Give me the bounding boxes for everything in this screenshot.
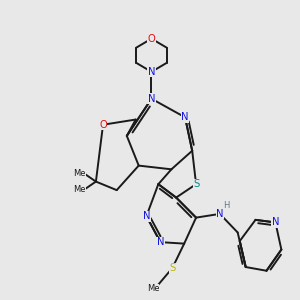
Text: O: O	[148, 34, 155, 44]
Text: N: N	[157, 237, 164, 247]
Text: N: N	[181, 112, 189, 122]
Text: Me: Me	[147, 284, 159, 293]
Text: N: N	[272, 218, 279, 227]
Text: Me: Me	[73, 169, 86, 178]
Text: S: S	[169, 263, 176, 273]
Text: N: N	[148, 94, 155, 104]
Text: N: N	[216, 209, 224, 219]
Text: H: H	[223, 201, 230, 210]
Text: N: N	[148, 67, 155, 77]
Text: N: N	[143, 211, 150, 221]
Text: Me: Me	[73, 185, 86, 194]
Text: S: S	[193, 179, 199, 189]
Text: O: O	[99, 120, 107, 130]
